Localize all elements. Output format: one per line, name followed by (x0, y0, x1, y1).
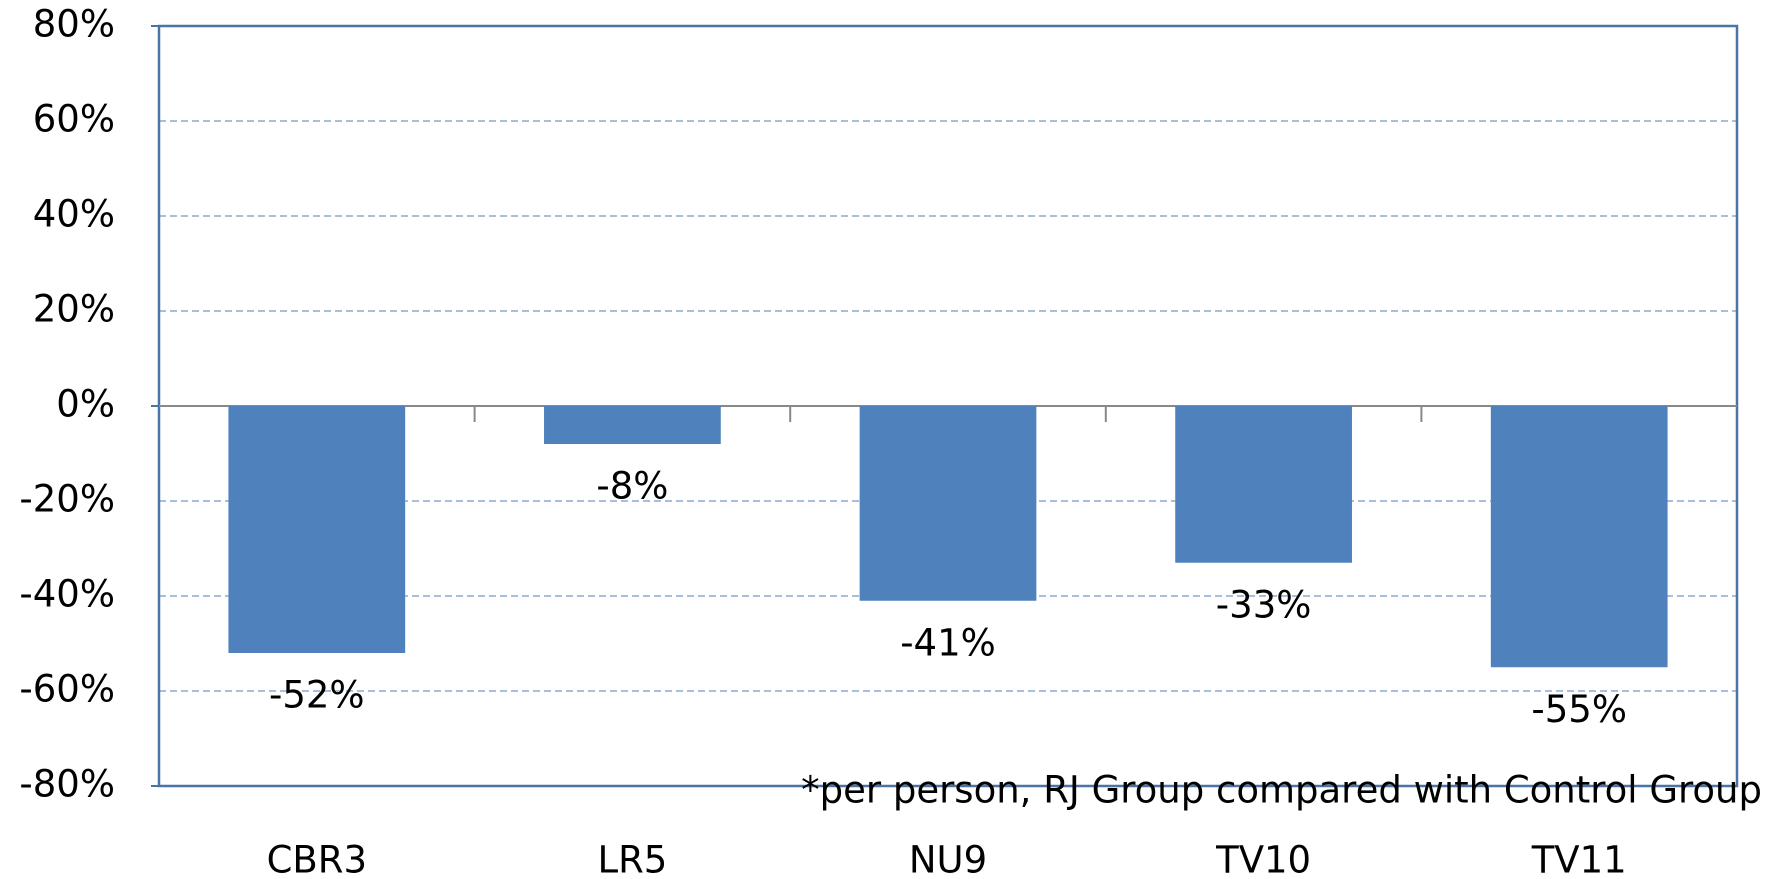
y-tick-label: 60% (33, 98, 115, 141)
data-label: -55% (1531, 688, 1627, 731)
data-label: -8% (596, 465, 668, 508)
x-tick-label: TV11 (1531, 839, 1627, 879)
y-tick-label: -80% (19, 763, 115, 806)
y-tick-label: -20% (19, 478, 115, 521)
y-tick-label: 20% (33, 288, 115, 331)
bar (1490, 406, 1668, 668)
data-label: -41% (900, 621, 996, 664)
y-tick-label: -40% (19, 573, 115, 616)
data-label: -33% (1216, 583, 1312, 626)
y-tick-label: 80% (33, 3, 115, 46)
y-tick-label: -60% (19, 668, 115, 711)
y-tick-label: 40% (33, 193, 115, 236)
bar (544, 406, 721, 444)
bar (859, 406, 1037, 601)
x-tick-label: LR5 (597, 839, 667, 879)
data-label: -52% (269, 674, 365, 717)
bar (1175, 406, 1352, 563)
x-tick-label: TV10 (1215, 839, 1311, 879)
y-tick-label: 0% (56, 383, 115, 426)
x-tick-label: CBR3 (267, 839, 367, 879)
x-tick-label: NU9 (909, 839, 987, 879)
bar (228, 406, 406, 653)
annotation: *per person, RJ Group compared with Cont… (801, 769, 1762, 812)
